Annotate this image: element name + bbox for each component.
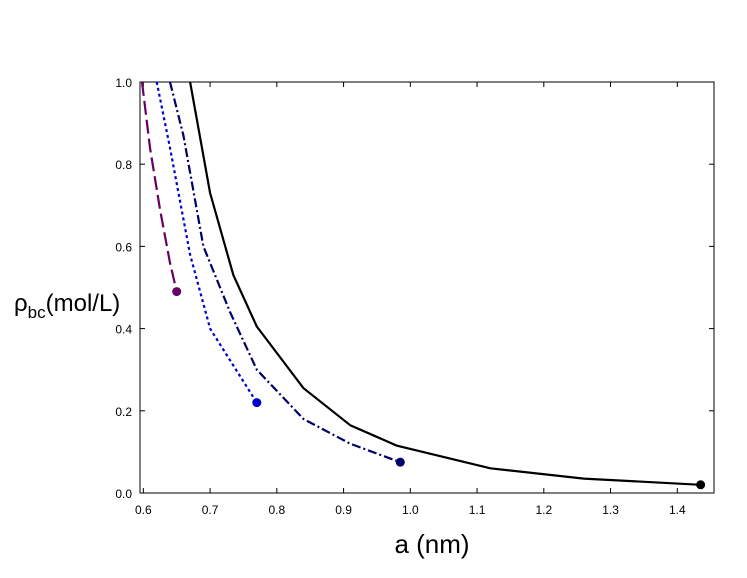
y-tick-label: 0.4 — [115, 323, 132, 337]
y-axis-title-main: ρ — [14, 290, 28, 317]
series-line-1 — [189, 81, 701, 486]
x-tick-label: 0.6 — [135, 503, 152, 517]
series-line-3 — [155, 81, 258, 404]
y-axis-title: ρbc(mol/L) — [14, 290, 120, 322]
y-tick-label: 0.0 — [115, 487, 132, 501]
series-layer — [140, 81, 706, 490]
y-axis-title-rest: (mol/L) — [46, 290, 121, 317]
x-tick-label: 0.8 — [268, 503, 285, 517]
y-axis-title-sub: bc — [28, 303, 46, 322]
series-line-4 — [140, 81, 178, 292]
x-axis-title: a (nm) — [394, 529, 469, 559]
x-tick-label: 1.0 — [402, 503, 419, 517]
y-tick-label: 0.2 — [115, 405, 132, 419]
y-tick-label: 0.8 — [115, 158, 132, 172]
x-tick-label: 0.9 — [335, 503, 352, 517]
plot-frame — [139, 81, 715, 494]
y-tick-label: 0.6 — [115, 240, 132, 254]
series-line-2 — [168, 81, 401, 464]
series-endpoint-4 — [172, 287, 182, 297]
series-endpoint-2 — [395, 457, 405, 467]
x-tick-label: 1.4 — [669, 503, 686, 517]
series-endpoint-1 — [696, 480, 706, 490]
x-tick-label: 0.7 — [202, 503, 219, 517]
x-tick-label: 1.2 — [535, 503, 552, 517]
y-tick-label: 1.0 — [115, 76, 132, 90]
axis-ticks — [140, 81, 714, 494]
tick-labels: 0.6 0.7 0.8 0.9 1.0 1.1 1.2 1.3 1.4 0.0 0.2 0.4 0.6 0… — [115, 76, 686, 517]
x-tick-label: 1.3 — [602, 503, 619, 517]
x-tick-label: 1.1 — [469, 503, 486, 517]
series-endpoint-3 — [252, 398, 262, 408]
